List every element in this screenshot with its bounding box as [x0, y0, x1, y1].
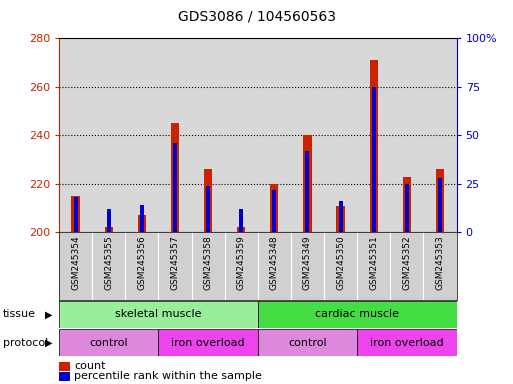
Bar	[270, 184, 279, 232]
Bar	[73, 197, 77, 232]
Text: GSM245348: GSM245348	[270, 236, 279, 290]
Text: GSM245355: GSM245355	[104, 236, 113, 290]
Text: tissue: tissue	[3, 310, 35, 319]
Text: GSM245352: GSM245352	[402, 236, 411, 290]
Text: GSM245351: GSM245351	[369, 236, 378, 290]
Text: GDS3086 / 104560563: GDS3086 / 104560563	[177, 10, 336, 23]
Bar	[258, 301, 457, 328]
Bar	[272, 190, 277, 232]
Text: GSM245359: GSM245359	[236, 236, 246, 290]
Text: count: count	[74, 361, 106, 371]
Bar	[303, 136, 311, 232]
Text: control: control	[89, 338, 128, 348]
Text: ▶: ▶	[45, 310, 53, 319]
Text: ▶: ▶	[45, 338, 53, 348]
Text: GSM245353: GSM245353	[436, 236, 444, 290]
Bar	[405, 184, 409, 232]
Bar	[206, 186, 210, 232]
Bar	[204, 169, 212, 232]
Bar	[357, 329, 457, 356]
Bar	[59, 329, 159, 356]
Bar	[258, 329, 357, 356]
Bar	[436, 169, 444, 232]
Bar	[107, 209, 111, 232]
Text: GSM245357: GSM245357	[170, 236, 180, 290]
Bar	[339, 201, 343, 232]
Bar	[173, 143, 177, 232]
Text: GSM245358: GSM245358	[204, 236, 212, 290]
Text: GSM245349: GSM245349	[303, 236, 312, 290]
Bar	[71, 196, 80, 232]
Bar	[403, 177, 411, 232]
Text: GSM245356: GSM245356	[137, 236, 146, 290]
Bar	[369, 60, 378, 232]
Text: skeletal muscle: skeletal muscle	[115, 310, 202, 319]
Text: iron overload: iron overload	[171, 338, 245, 348]
Text: control: control	[288, 338, 327, 348]
Text: iron overload: iron overload	[370, 338, 444, 348]
Text: cardiac muscle: cardiac muscle	[315, 310, 399, 319]
Text: percentile rank within the sample: percentile rank within the sample	[74, 371, 262, 381]
Bar	[105, 227, 113, 232]
Bar	[372, 87, 376, 232]
Bar	[137, 215, 146, 232]
Bar	[171, 123, 179, 232]
Bar	[237, 227, 245, 232]
Bar	[59, 301, 258, 328]
Text: GSM245354: GSM245354	[71, 236, 80, 290]
Bar	[305, 151, 309, 232]
Bar	[337, 206, 345, 232]
Bar	[159, 329, 258, 356]
Bar	[239, 209, 243, 232]
Bar	[438, 178, 442, 232]
Bar	[140, 205, 144, 232]
Text: protocol: protocol	[3, 338, 48, 348]
Text: GSM245350: GSM245350	[336, 236, 345, 290]
